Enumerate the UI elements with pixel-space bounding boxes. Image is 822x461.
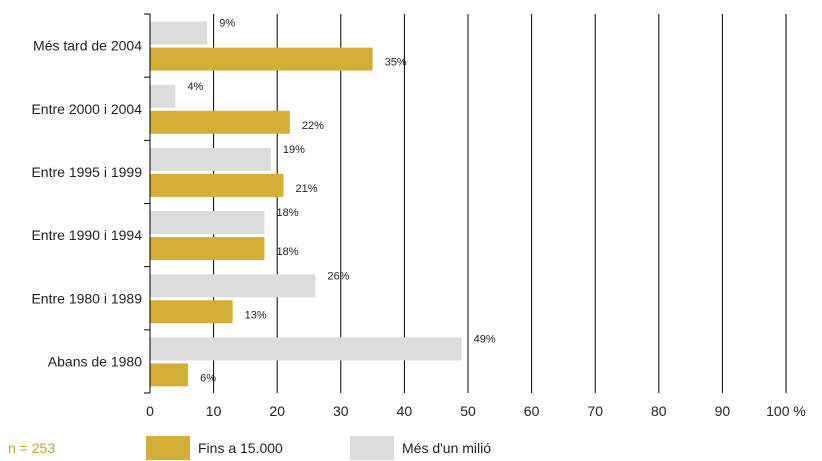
x-tick-label: 20 (269, 403, 285, 419)
bar (150, 274, 316, 298)
data-label: 21% (296, 183, 318, 195)
category-label: Abans de 1980 (48, 353, 142, 369)
x-tick-label: 30 (333, 403, 349, 419)
data-label: 49% (474, 333, 496, 345)
data-label: 9% (219, 18, 235, 30)
data-label: 22% (302, 120, 324, 132)
data-label: 18% (276, 207, 298, 219)
data-label: 19% (283, 144, 305, 156)
x-tick-label: 80 (651, 403, 667, 419)
x-tick-label: 70 (587, 403, 603, 419)
data-label: 13% (245, 309, 267, 321)
legend-swatch-milio (350, 436, 394, 460)
category-label: Entre 2000 i 2004 (31, 101, 142, 117)
x-tick-label: 50 (460, 403, 476, 419)
data-label: 35% (385, 57, 407, 69)
legend-label-fins: Fins a 15.000 (198, 440, 283, 456)
data-label: 26% (327, 270, 349, 282)
x-tick-label: 40 (397, 403, 413, 419)
x-tick-label: 60 (524, 403, 540, 419)
category-label: Entre 1995 i 1999 (31, 164, 142, 180)
bar (150, 147, 271, 171)
data-label: 18% (276, 246, 298, 258)
data-label: 6% (200, 372, 216, 384)
bar (150, 363, 189, 387)
legend-label-milio: Més d'un milió (402, 440, 492, 456)
bar (150, 84, 176, 108)
x-tick-label: 100 % (766, 403, 806, 419)
category-label: Entre 1980 i 1989 (31, 290, 142, 306)
category-label: Entre 1990 i 1994 (31, 227, 142, 243)
bar (150, 337, 462, 361)
legend-swatch-fins (146, 436, 190, 460)
x-tick-label: 90 (715, 403, 731, 419)
category-label: Més tard de 2004 (33, 38, 142, 54)
x-tick-label: 10 (206, 403, 222, 419)
bar (150, 300, 233, 324)
bar (150, 21, 208, 45)
sample-size-note: n = 253 (8, 440, 56, 456)
bar (150, 211, 265, 235)
data-label: 4% (187, 81, 203, 93)
bar (150, 237, 265, 261)
bar (150, 173, 284, 197)
x-tick-label: 0 (146, 403, 154, 419)
bar (150, 47, 373, 71)
bar (150, 110, 290, 134)
